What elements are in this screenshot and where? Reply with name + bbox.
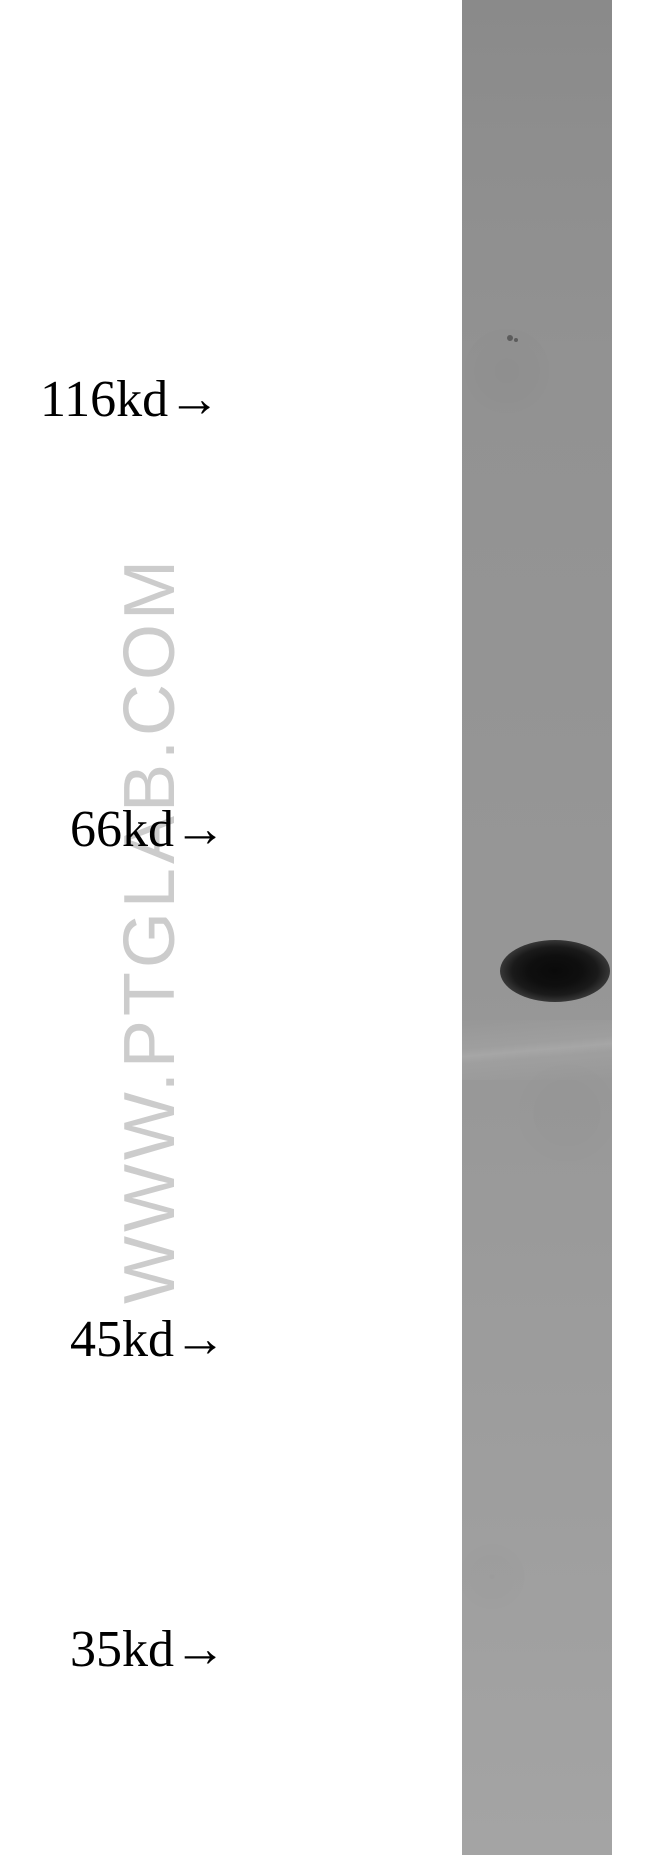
marker-label-text: 35kd→ bbox=[70, 1621, 226, 1678]
marker-label-text: 116kd→ bbox=[40, 371, 220, 428]
marker-35kd: 35kd→ bbox=[70, 1620, 226, 1679]
lane-speck bbox=[507, 335, 513, 341]
marker-label-text: 66kd→ bbox=[70, 801, 226, 858]
watermark-text: WWW.PTGLAB.COM bbox=[109, 556, 191, 1304]
lane-smudge bbox=[462, 1020, 612, 1080]
blot-figure: WWW.PTGLAB.COM 116kd→ 66kd→ 45kd→ 35kd→ bbox=[0, 0, 650, 1855]
protein-band bbox=[500, 940, 610, 1002]
blot-lane bbox=[462, 0, 612, 1855]
marker-label-text: 45kd→ bbox=[70, 1311, 226, 1368]
lane-speck bbox=[514, 338, 518, 342]
marker-66kd: 66kd→ bbox=[70, 800, 226, 859]
marker-45kd: 45kd→ bbox=[70, 1310, 226, 1369]
marker-116kd: 116kd→ bbox=[40, 370, 220, 429]
